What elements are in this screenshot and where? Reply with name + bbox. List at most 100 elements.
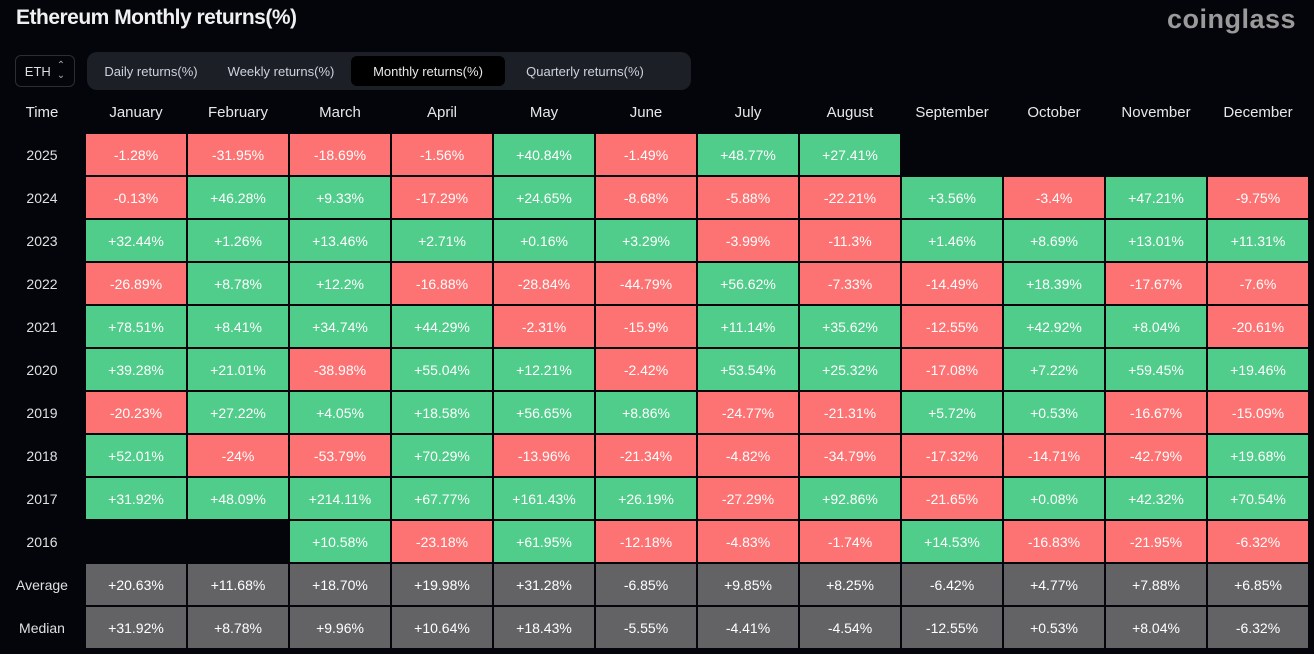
return-cell: -4.82% (698, 435, 798, 476)
return-cell: +34.74% (290, 306, 390, 347)
tab-quarterly-returns[interactable]: Quarterly returns(%) (526, 63, 644, 79)
return-cell: +42.32% (1106, 478, 1206, 519)
row-label-year: 2016 (26, 533, 58, 550)
column-header-month: March (319, 103, 361, 121)
return-cell: +61.95% (494, 521, 594, 562)
row-label-year: 2019 (26, 404, 58, 421)
stat-cell: -6.42% (902, 564, 1002, 605)
return-cell: +48.77% (698, 134, 798, 175)
returns-period-tabs: Daily returns(%) Weekly returns(%) Month… (87, 52, 691, 90)
stat-cell: +11.68% (188, 564, 288, 605)
return-cell: +47.21% (1106, 177, 1206, 218)
stat-cell: -5.55% (596, 607, 696, 648)
return-cell: -15.09% (1208, 392, 1308, 433)
return-cell: -14.49% (902, 263, 1002, 304)
return-cell: +2.71% (392, 220, 492, 261)
return-cell: +8.69% (1004, 220, 1104, 261)
return-cell: -16.67% (1106, 392, 1206, 433)
return-cell: +42.92% (1004, 306, 1104, 347)
stat-cell: +9.96% (290, 607, 390, 648)
return-cell: +39.28% (86, 349, 186, 390)
column-header-month: August (826, 103, 874, 121)
return-cell: -22.21% (800, 177, 900, 218)
return-cell: +31.92% (86, 478, 186, 519)
return-cell: -3.99% (698, 220, 798, 261)
return-cell: +21.01% (188, 349, 288, 390)
return-cell: +0.53% (1004, 392, 1104, 433)
row-label-year: 2021 (26, 318, 58, 335)
return-cell: +53.54% (698, 349, 798, 390)
return-cell: -15.9% (596, 306, 696, 347)
stat-cell: +8.78% (188, 607, 288, 648)
column-header-time: Time (25, 103, 59, 121)
column-header-month: June (629, 103, 663, 121)
stat-cell: +9.85% (698, 564, 798, 605)
return-cell: +1.26% (188, 220, 288, 261)
stat-cell: +8.04% (1106, 607, 1206, 648)
return-cell: +24.65% (494, 177, 594, 218)
return-cell: +161.43% (494, 478, 594, 519)
return-cell: -21.95% (1106, 521, 1206, 562)
return-cell: -5.88% (698, 177, 798, 218)
coinglass-logo: coinglass (1166, 4, 1296, 34)
asset-selector[interactable]: ETH ⌃ ⌄ (15, 55, 75, 87)
return-cell: +14.53% (902, 521, 1002, 562)
monthly-returns-table: Time January February March April May June July… (0, 95, 1308, 648)
return-cell: +35.62% (800, 306, 900, 347)
column-header-month: February (207, 103, 269, 121)
column-header-month: September (915, 103, 989, 121)
return-cell: +0.16% (494, 220, 594, 261)
return-cell: -44.79% (596, 263, 696, 304)
tab-daily-returns[interactable]: Daily returns(%) (104, 63, 198, 79)
return-cell: -1.49% (596, 134, 696, 175)
return-cell: +11.31% (1208, 220, 1308, 261)
tab-monthly-returns[interactable]: Monthly returns(%) (351, 56, 505, 86)
stat-cell: +31.28% (494, 564, 594, 605)
return-cell: -17.29% (392, 177, 492, 218)
column-header-month: July (734, 103, 762, 121)
stat-cell: +8.25% (800, 564, 900, 605)
return-cell: -28.84% (494, 263, 594, 304)
return-cell: +26.19% (596, 478, 696, 519)
stat-cell: +6.85% (1208, 564, 1308, 605)
return-cell: +78.51% (86, 306, 186, 347)
return-cell: -0.13% (86, 177, 186, 218)
return-cell: -34.79% (800, 435, 900, 476)
tab-weekly-returns[interactable]: Weekly returns(%) (227, 63, 335, 79)
return-cell: -1.28% (86, 134, 186, 175)
return-cell: +0.08% (1004, 478, 1104, 519)
empty-cell (188, 521, 288, 562)
column-header-month: May (529, 103, 559, 121)
stat-cell: +20.63% (86, 564, 186, 605)
return-cell: +8.41% (188, 306, 288, 347)
return-cell: -38.98% (290, 349, 390, 390)
row-label-year: 2023 (26, 232, 58, 249)
stat-cell: +0.53% (1004, 607, 1104, 648)
return-cell: -42.79% (1106, 435, 1206, 476)
return-cell: +214.11% (290, 478, 390, 519)
empty-cell (86, 521, 186, 562)
empty-cell (1004, 134, 1104, 175)
return-cell: +7.22% (1004, 349, 1104, 390)
return-cell: -12.18% (596, 521, 696, 562)
column-header-month: January (109, 103, 163, 121)
return-cell: +11.14% (698, 306, 798, 347)
return-cell: +27.41% (800, 134, 900, 175)
stat-cell: +18.70% (290, 564, 390, 605)
row-label-median: Median (19, 619, 65, 636)
return-cell: -2.42% (596, 349, 696, 390)
return-cell: -1.56% (392, 134, 492, 175)
return-cell: -21.31% (800, 392, 900, 433)
row-label-year: 2024 (26, 189, 58, 206)
return-cell: +8.04% (1106, 306, 1206, 347)
return-cell: +52.01% (86, 435, 186, 476)
return-cell: -13.96% (494, 435, 594, 476)
return-cell: +48.09% (188, 478, 288, 519)
column-header-month: October (1027, 103, 1081, 121)
stat-cell: -4.54% (800, 607, 900, 648)
return-cell: +92.86% (800, 478, 900, 519)
return-cell: -20.23% (86, 392, 186, 433)
return-cell: -24.77% (698, 392, 798, 433)
return-cell: -53.79% (290, 435, 390, 476)
return-cell: +3.29% (596, 220, 696, 261)
